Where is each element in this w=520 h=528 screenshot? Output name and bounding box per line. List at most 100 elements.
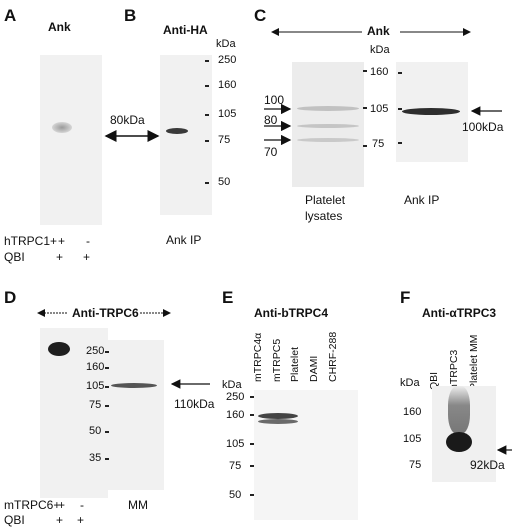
- panel-f-smear: [448, 386, 470, 434]
- panel-e-marker: 50: [229, 489, 242, 501]
- panel-e-tick: [250, 414, 254, 416]
- panel-b-blot: [160, 55, 212, 215]
- panel-f-blot: [432, 386, 496, 482]
- panel-b-title: Anti-HA: [163, 23, 208, 37]
- panel-d-left-blot: [40, 328, 108, 498]
- panel-e-blot: [254, 390, 358, 520]
- panel-c-lane1-label: Platelet: [305, 193, 346, 207]
- panel-d-title: Anti-TRPC6: [72, 306, 139, 320]
- panel-f-title: Anti-αTRPC3: [422, 306, 497, 320]
- panel-c-marker: 160: [370, 66, 389, 78]
- panel-a-letter: A: [4, 6, 17, 25]
- panel-b-tick: [205, 182, 209, 184]
- panel-a-row1-val2: -: [86, 234, 90, 248]
- panel-c-tick: [363, 107, 367, 109]
- panel-d-tick: [105, 386, 109, 388]
- panel-b-tick: [205, 140, 209, 142]
- panel-c-band-label: 100kDa: [462, 120, 504, 134]
- panel-d-row1-val1: +: [58, 498, 66, 512]
- panel-c-tick: [363, 70, 367, 72]
- panel-e-marker: 250: [226, 391, 245, 403]
- panel-e-letter: E: [222, 288, 234, 307]
- panel-f-marker: 105: [403, 433, 422, 445]
- panel-c-tick: [398, 108, 402, 110]
- panel-c-lane2-label: Ank IP: [404, 193, 440, 207]
- panel-f-band-label: 92kDa: [470, 458, 505, 472]
- panel-e-kda: kDa: [222, 379, 242, 391]
- panel-d-tick: [105, 367, 109, 369]
- panel-d-tick: [105, 405, 109, 407]
- panel-b-lane-label: Ank IP: [166, 233, 202, 247]
- panel-f-band: [446, 432, 472, 452]
- panel-c-ip-band: [402, 108, 460, 115]
- panel-c-letter: C: [254, 6, 267, 25]
- panel-c-title: Ank: [367, 24, 390, 38]
- panel-c-left-marker: 80: [264, 113, 278, 127]
- panel-d-row1-val2: -: [80, 498, 84, 512]
- panel-d-tick: [105, 351, 109, 353]
- panel-b-band-label: 80kDa: [110, 113, 145, 127]
- panel-d-marker: 250: [86, 345, 105, 357]
- panel-b-marker: 160: [218, 79, 237, 91]
- panel-d-letter: D: [4, 288, 17, 307]
- panel-d-tick: [105, 431, 109, 433]
- panel-d-marker: 50: [89, 425, 102, 437]
- panel-e-tick: [250, 494, 254, 496]
- panel-c-lysate-band: [297, 138, 359, 142]
- panel-a-row2-label: QBI: [4, 250, 25, 264]
- panel-c-tick: [398, 72, 402, 74]
- panel-d-right-band: [111, 383, 157, 388]
- panel-d-tick: [105, 458, 109, 460]
- panel-e-marker: 75: [229, 460, 242, 472]
- panel-c-left-marker: 70: [264, 145, 278, 159]
- panel-d-left-band: [48, 342, 70, 356]
- panel-c-lysate-band: [297, 106, 359, 111]
- panel-a-title: Ank: [48, 20, 71, 34]
- panel-c-lane1-label-line2: lysates: [305, 209, 343, 223]
- panel-f-kda: kDa: [400, 377, 420, 389]
- panel-f-marker: 75: [409, 459, 422, 471]
- panel-c-tick: [398, 142, 402, 144]
- panel-a-row1-label: hTRPC1+: [4, 234, 58, 248]
- panel-e-tick: [250, 465, 254, 467]
- panel-e-band: [258, 413, 298, 419]
- panel-c-lysate-blot: [292, 62, 364, 187]
- panel-c-tick: [363, 145, 367, 147]
- panel-a-row1-val1: +: [58, 234, 66, 248]
- panel-b-tick: [205, 114, 209, 116]
- panel-d-marker: 35: [89, 452, 102, 464]
- panel-c-left-marker: 100: [264, 93, 285, 107]
- panel-e-title: Anti-bTRPC4: [254, 306, 328, 320]
- panel-b-letter: B: [124, 6, 137, 25]
- panel-f-letter: F: [400, 288, 411, 307]
- panel-c-marker: 105: [370, 103, 389, 115]
- panel-d-band-label: 110kDa: [174, 397, 215, 411]
- panel-f-marker: 160: [403, 406, 422, 418]
- panel-c-kda: kDa: [370, 44, 390, 56]
- panel-a-row2-val2: +: [83, 250, 91, 264]
- panel-b-marker: 50: [218, 176, 231, 188]
- panel-b-kda: kDa: [216, 38, 236, 50]
- panel-b-marker: 250: [218, 54, 237, 66]
- panel-d-row2-val1: +: [56, 513, 64, 527]
- panel-d-row1-label: mTRPC6+: [4, 498, 61, 512]
- panel-a-row2-val1: +: [56, 250, 64, 264]
- panel-e-tick: [250, 396, 254, 398]
- panel-d-marker: 160: [86, 361, 105, 373]
- panel-c-lysate-band: [297, 124, 359, 128]
- panel-b-marker: 75: [218, 134, 231, 146]
- panel-e-band: [258, 419, 298, 424]
- panel-d-row2-label: QBI: [4, 513, 25, 527]
- panel-b-band: [166, 128, 188, 134]
- panel-b-marker: 105: [218, 108, 237, 120]
- panel-e-marker: 160: [226, 409, 245, 421]
- panel-e-tick: [250, 443, 254, 445]
- panel-b-tick: [205, 85, 209, 87]
- panel-d-right-blot: [108, 340, 164, 490]
- panel-d-row2-val2: +: [77, 513, 85, 527]
- panel-d-marker: 75: [89, 399, 102, 411]
- panel-d-lane-label: MM: [128, 498, 148, 512]
- panel-c-marker: 75: [372, 138, 385, 150]
